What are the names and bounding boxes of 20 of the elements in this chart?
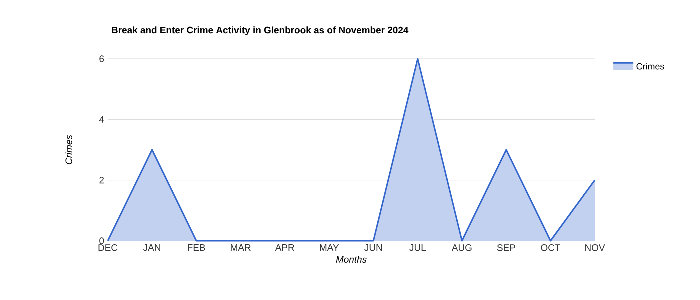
x-tick-label: AUG [452,244,472,252]
x-tick-label: OCT [541,244,561,252]
x-tick-label: JUL [410,244,426,252]
y-tick-label: 6 [100,56,104,62]
x-tick-label: JUN [364,244,382,252]
y-tick-label: 2 [100,177,104,184]
y-tick-label: 4 [99,116,104,123]
x-tick-label: APR [275,244,294,252]
x-tick-label: MAR [231,244,251,252]
legend-label: Crimes [636,63,664,70]
x-tick-label: DEC [98,244,118,252]
x-tick-label: SEP [497,244,516,252]
chart-title: Break and Enter Crime Activity in Glenbrook as of November 2024 [112,26,409,36]
y-axis-title: Crimes [65,135,72,164]
x-tick-label: JAN [143,244,160,252]
x-tick-label: FEB [188,244,206,252]
x-axis-title: Months [336,256,367,264]
x-tick-label: MAY [320,244,340,252]
x-tick-label: NOV [586,244,606,252]
y-tick-label: 0 [100,238,104,244]
